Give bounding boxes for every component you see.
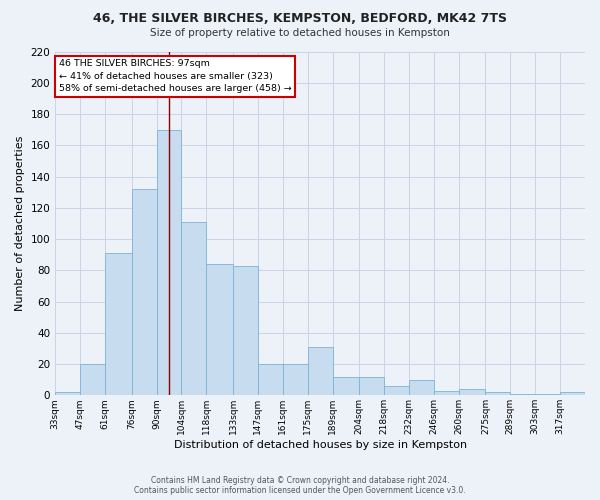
Text: Contains HM Land Registry data © Crown copyright and database right 2024.: Contains HM Land Registry data © Crown c…	[151, 476, 449, 485]
Bar	[459, 389, 485, 396]
Bar	[535, 394, 560, 396]
Text: 46, THE SILVER BIRCHES, KEMPSTON, BEDFORD, MK42 7TS: 46, THE SILVER BIRCHES, KEMPSTON, BEDFOR…	[93, 12, 507, 26]
Bar	[181, 222, 206, 396]
Bar	[409, 380, 434, 396]
Bar	[434, 390, 459, 396]
Bar	[283, 364, 308, 396]
Bar	[80, 364, 105, 396]
Bar	[511, 394, 535, 396]
Bar	[131, 189, 157, 396]
Bar	[233, 266, 258, 396]
Bar	[258, 364, 283, 396]
Y-axis label: Number of detached properties: Number of detached properties	[15, 136, 25, 311]
X-axis label: Distribution of detached houses by size in Kempston: Distribution of detached houses by size …	[173, 440, 467, 450]
Text: 46 THE SILVER BIRCHES: 97sqm
← 41% of detached houses are smaller (323)
58% of s: 46 THE SILVER BIRCHES: 97sqm ← 41% of de…	[59, 60, 292, 94]
Bar	[560, 392, 585, 396]
Bar	[105, 253, 131, 396]
Text: Size of property relative to detached houses in Kempston: Size of property relative to detached ho…	[150, 28, 450, 38]
Bar	[384, 386, 409, 396]
Bar	[332, 376, 359, 396]
Text: Contains public sector information licensed under the Open Government Licence v3: Contains public sector information licen…	[134, 486, 466, 495]
Bar	[359, 376, 384, 396]
Bar	[485, 392, 511, 396]
Bar	[206, 264, 233, 396]
Bar	[308, 347, 332, 396]
Bar	[157, 130, 181, 396]
Bar	[55, 392, 80, 396]
